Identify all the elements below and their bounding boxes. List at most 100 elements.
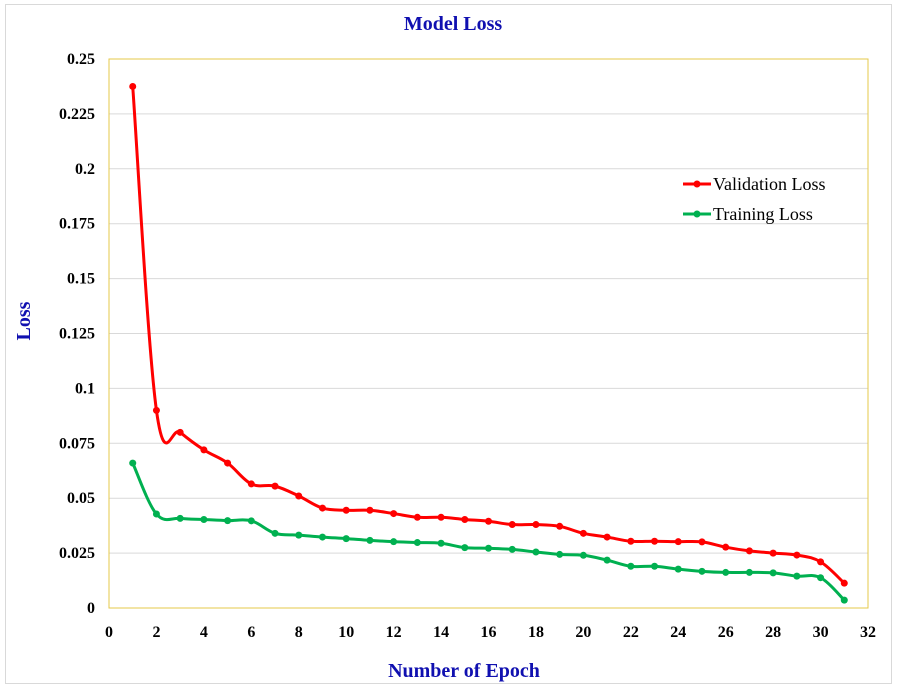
series-layer bbox=[129, 82, 848, 604]
x-tick-label: 28 bbox=[765, 624, 781, 641]
validation-loss-point bbox=[556, 522, 564, 530]
training-loss-point bbox=[769, 569, 777, 577]
validation-loss-point bbox=[390, 510, 398, 518]
x-axis-ticks: 0 2 4 6 8 10 12 14 16 18 20 22 24 26 28 30 32 bbox=[105, 624, 876, 641]
training-loss-point bbox=[152, 510, 160, 518]
grid-lines bbox=[109, 113, 868, 554]
training-loss-point bbox=[793, 572, 801, 580]
y-axis-title: Loss bbox=[13, 301, 35, 340]
x-tick-label: 4 bbox=[200, 624, 208, 641]
y-tick-label: 0.125 bbox=[59, 326, 95, 343]
y-tick-label: 0 bbox=[87, 600, 95, 617]
validation-loss-point bbox=[722, 543, 730, 551]
y-tick-label: 0.025 bbox=[59, 545, 95, 562]
training-loss-point bbox=[627, 562, 635, 570]
validation-loss-point bbox=[579, 529, 587, 537]
y-tick-label: 0.225 bbox=[59, 106, 95, 123]
validation-loss-point bbox=[152, 406, 160, 414]
validation-loss-point bbox=[627, 537, 635, 545]
training-loss-point bbox=[745, 568, 753, 576]
y-tick-label: 0.175 bbox=[59, 216, 95, 233]
x-tick-label: 16 bbox=[481, 624, 497, 641]
chart-title: Model Loss bbox=[404, 13, 503, 35]
validation-loss-point bbox=[745, 547, 753, 555]
x-tick-label: 8 bbox=[295, 624, 303, 641]
legend-label: Training Loss bbox=[713, 204, 813, 224]
validation-loss-point bbox=[817, 558, 825, 566]
validation-loss-line bbox=[131, 86, 846, 585]
y-tick-label: 0.1 bbox=[75, 380, 95, 397]
y-tick-label: 0.075 bbox=[59, 435, 95, 452]
plot-area-border bbox=[108, 58, 869, 609]
validation-loss-point bbox=[366, 506, 374, 514]
y-tick-label: 0.25 bbox=[67, 51, 95, 68]
validation-loss-point bbox=[698, 538, 706, 546]
training-loss-point bbox=[295, 531, 303, 539]
training-loss-point bbox=[651, 562, 659, 570]
legend-item-validation-loss: Validation Loss bbox=[683, 174, 826, 194]
training-loss-point bbox=[224, 517, 232, 525]
training-loss-series bbox=[129, 459, 848, 604]
y-tick-label: 0.05 bbox=[67, 490, 95, 507]
x-tick-label: 24 bbox=[670, 624, 686, 641]
validation-loss-point bbox=[532, 521, 540, 529]
training-loss-point bbox=[413, 539, 421, 547]
validation-loss-point bbox=[271, 482, 279, 490]
training-loss-point bbox=[840, 596, 848, 604]
x-tick-label: 14 bbox=[433, 624, 449, 641]
training-loss-point bbox=[271, 529, 279, 537]
training-loss-point bbox=[176, 514, 184, 522]
legend-marker bbox=[693, 210, 701, 218]
x-tick-label: 20 bbox=[575, 624, 591, 641]
training-loss-point bbox=[390, 538, 398, 546]
y-tick-label: 0.15 bbox=[67, 271, 95, 288]
y-tick-label: 0.2 bbox=[75, 161, 95, 178]
training-loss-point bbox=[603, 556, 611, 564]
validation-loss-point bbox=[674, 538, 682, 546]
validation-loss-point bbox=[437, 513, 445, 521]
validation-loss-point bbox=[176, 428, 184, 436]
validation-loss-point bbox=[769, 549, 777, 557]
y-axis-ticks: 0 0.025 0.05 0.075 0.1 0.125 0.15 0.175 0.2 0.225… bbox=[59, 51, 95, 617]
legend-item-training-loss: Training Loss bbox=[683, 204, 813, 224]
x-tick-label: 26 bbox=[718, 624, 734, 641]
validation-loss-point bbox=[342, 506, 350, 514]
training-loss-point bbox=[247, 517, 255, 525]
validation-loss-point bbox=[651, 537, 659, 545]
legend: Validation Loss Training Loss bbox=[683, 174, 826, 224]
x-tick-label: 22 bbox=[623, 624, 639, 641]
training-loss-point bbox=[556, 550, 564, 558]
x-tick-label: 0 bbox=[105, 624, 113, 641]
training-loss-line bbox=[131, 462, 846, 602]
training-loss-point bbox=[318, 533, 326, 541]
validation-loss-point bbox=[485, 517, 492, 525]
training-loss-point bbox=[532, 548, 540, 556]
training-loss-point bbox=[722, 568, 730, 576]
validation-loss-series bbox=[129, 82, 848, 587]
training-loss-point bbox=[508, 545, 516, 553]
training-loss-point bbox=[674, 565, 682, 573]
training-loss-point bbox=[817, 574, 825, 582]
legend-label: Validation Loss bbox=[713, 174, 826, 194]
validation-loss-point bbox=[129, 82, 137, 90]
x-axis-title: Number of Epoch bbox=[388, 660, 540, 682]
training-loss-point bbox=[437, 539, 445, 547]
training-loss-point bbox=[461, 544, 469, 552]
training-loss-point bbox=[129, 459, 137, 467]
training-loss-point bbox=[342, 535, 350, 543]
validation-loss-point bbox=[603, 533, 611, 541]
validation-loss-point bbox=[200, 446, 208, 454]
validation-loss-point bbox=[224, 459, 232, 467]
validation-loss-point bbox=[247, 480, 255, 488]
training-loss-point bbox=[200, 516, 208, 524]
training-loss-point bbox=[698, 567, 706, 575]
x-tick-label: 18 bbox=[528, 624, 544, 641]
x-tick-label: 32 bbox=[860, 624, 876, 641]
validation-loss-point bbox=[508, 521, 516, 529]
x-tick-label: 2 bbox=[152, 624, 160, 641]
validation-loss-point bbox=[840, 579, 848, 587]
validation-loss-point bbox=[295, 492, 303, 500]
x-tick-label: 6 bbox=[247, 624, 255, 641]
x-tick-label: 30 bbox=[813, 624, 829, 641]
